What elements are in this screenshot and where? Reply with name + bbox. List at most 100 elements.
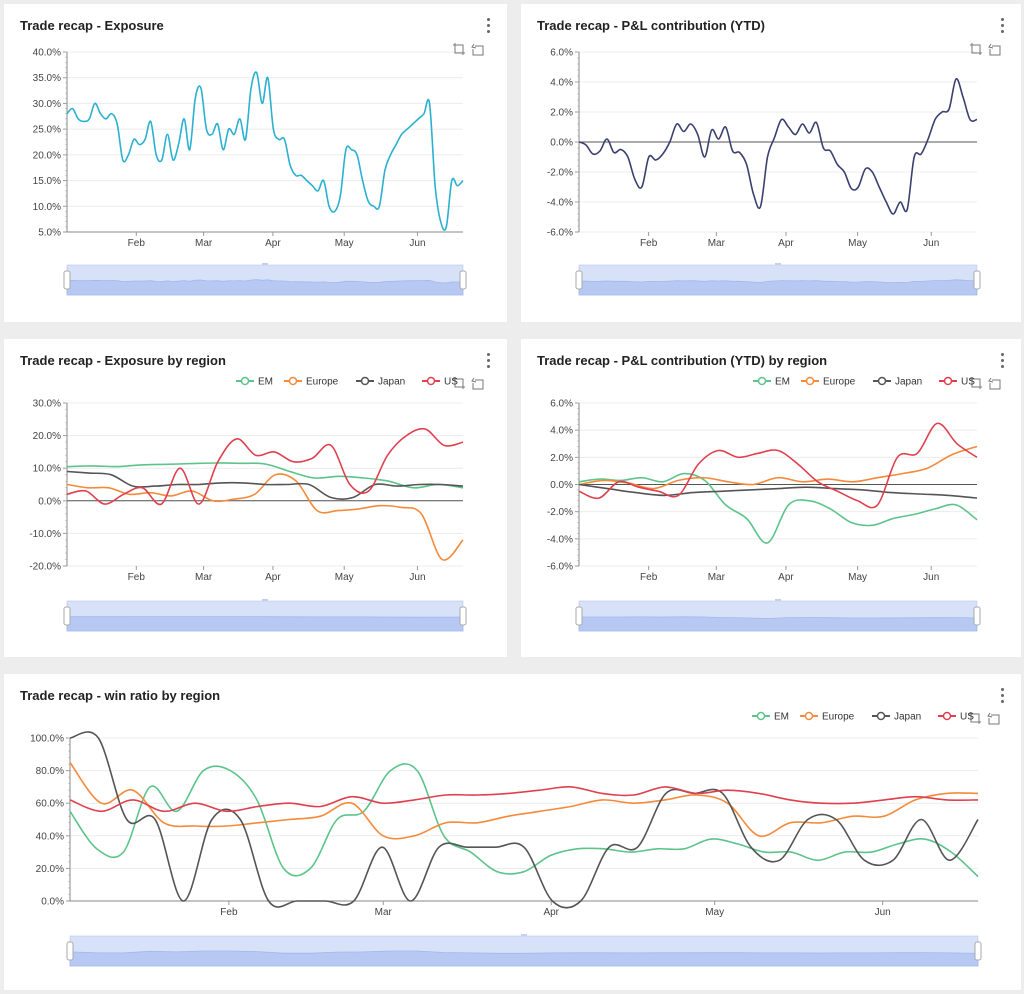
more-menu-icon[interactable] — [999, 688, 1005, 704]
card-pnl: Trade recap - P&L contribution (YTD) 6.0… — [521, 4, 1021, 322]
legend-item-japan[interactable]: Japan — [356, 377, 405, 388]
legend-item-europe[interactable]: Europe — [801, 377, 856, 388]
legend-item-em[interactable]: EM — [753, 377, 790, 388]
y-tick-label: 10.0% — [33, 202, 61, 213]
slider-move-handle[interactable] — [521, 934, 527, 936]
legend-item-us[interactable]: US — [422, 377, 458, 388]
restore-icon[interactable] — [987, 712, 1000, 725]
zoom-icon-shape — [970, 377, 982, 389]
series-line-japan — [69, 731, 979, 909]
series-line-japan — [578, 483, 978, 499]
zoom-icon[interactable] — [453, 43, 465, 55]
legend-item-us[interactable]: US — [938, 712, 974, 723]
series-line-em — [66, 462, 464, 489]
datazoom-slider[interactable] — [63, 263, 467, 296]
legend-marker — [942, 711, 952, 721]
y-tick-label: -2.0% — [547, 507, 573, 518]
legend-marker — [757, 376, 767, 386]
more-menu-icon[interactable] — [485, 353, 491, 369]
y-tick-label: 5.0% — [38, 228, 61, 239]
slider-handle-left[interactable] — [575, 606, 583, 626]
zoom-icon-shape — [969, 712, 981, 724]
legend-marker — [756, 711, 766, 721]
restore-icon[interactable] — [988, 377, 1001, 390]
slider-handle-right[interactable] — [973, 606, 981, 626]
legend-item-japan[interactable]: Japan — [873, 377, 922, 388]
x-tick-label: Mar — [195, 238, 213, 249]
legend-item-em[interactable]: EM — [236, 377, 273, 388]
legend-label: EM — [258, 377, 273, 388]
y-tick-label: 35.0% — [33, 73, 61, 84]
legend-item-europe[interactable]: Europe — [284, 377, 339, 388]
slider-handle-left[interactable] — [63, 606, 71, 626]
y-tick-label: 25.0% — [33, 125, 61, 136]
restore-icon[interactable] — [988, 43, 1001, 56]
series-line-em — [578, 472, 978, 544]
slider-handle-right[interactable] — [973, 270, 981, 290]
x-tick-label: May — [335, 572, 354, 583]
slider-handle-right[interactable] — [459, 606, 467, 626]
legend-marker — [804, 711, 814, 721]
card-pnl-region: Trade recap - P&L contribution (YTD) by … — [521, 339, 1021, 657]
x-tick-label: May — [335, 238, 354, 249]
slider-move-handle[interactable] — [262, 263, 268, 265]
legend-label: US — [961, 377, 975, 388]
series-line-us — [66, 427, 464, 506]
zoom-icon[interactable] — [453, 377, 465, 389]
restore-icon-shape — [987, 712, 1000, 725]
restore-icon[interactable] — [471, 43, 484, 56]
slider-handle-right[interactable] — [459, 270, 467, 290]
legend-marker — [288, 376, 298, 386]
legend-label: Europe — [306, 377, 339, 388]
datazoom-slider[interactable] — [575, 263, 981, 296]
y-tick-label: 0.0% — [550, 480, 573, 491]
legend-label: EM — [774, 712, 789, 723]
chart-pnl: 6.0% 4.0% 2.0% 0.0% -2.0% -4.0% -6.0% Feb Mar Apr… — [547, 43, 1001, 296]
x-tick-label: Feb — [128, 572, 146, 583]
restore-icon-shape — [988, 377, 1001, 390]
legend-marker — [426, 376, 436, 386]
slider-move-handle[interactable] — [775, 263, 781, 265]
series-line-em — [69, 763, 979, 878]
restore-icon-shape — [988, 43, 1001, 56]
slider-handle-left[interactable] — [66, 941, 74, 961]
datazoom-slider[interactable] — [63, 599, 467, 632]
slider-selection — [579, 265, 977, 295]
legend-marker — [876, 711, 886, 721]
restore-icon[interactable] — [471, 377, 484, 390]
x-tick-label: Jun — [923, 572, 939, 583]
x-tick-label: Jun — [875, 907, 891, 918]
chart-exposure: 40.0% 35.0% 30.0% 25.0% 20.0% 15.0% 10.0% 5.0% F… — [33, 43, 484, 296]
x-tick-label: Mar — [708, 238, 726, 249]
card-title: Trade recap - P&L contribution (YTD) by … — [537, 353, 828, 368]
x-tick-label: Mar — [195, 572, 213, 583]
legend-item-us[interactable]: US — [939, 377, 975, 388]
legend-item-europe[interactable]: Europe — [800, 712, 855, 723]
legend-label: Japan — [894, 712, 921, 723]
slider-handle-left[interactable] — [575, 270, 583, 290]
y-tick-label: -2.0% — [547, 168, 573, 179]
card-exposure-region: Trade recap - Exposure by region 30.0% 20… — [4, 339, 507, 657]
series-line-europe — [578, 445, 978, 490]
legend-label: US — [444, 377, 458, 388]
slider-move-handle[interactable] — [775, 599, 781, 601]
y-tick-label: 20.0% — [33, 150, 61, 161]
slider-handle-left[interactable] — [63, 270, 71, 290]
more-menu-icon[interactable] — [999, 18, 1005, 34]
zoom-icon[interactable] — [970, 377, 982, 389]
legend-item-em[interactable]: EM — [752, 712, 789, 723]
card-title: Trade recap - P&L contribution (YTD) — [537, 18, 766, 33]
slider-move-handle[interactable] — [262, 599, 268, 601]
datazoom-slider[interactable] — [575, 599, 981, 632]
legend-item-japan[interactable]: Japan — [872, 712, 921, 723]
slider-preview-area — [66, 279, 464, 296]
zoom-icon[interactable] — [970, 43, 982, 55]
series-line-europe — [69, 762, 979, 840]
more-menu-icon[interactable] — [485, 18, 491, 34]
y-tick-label: 80.0% — [36, 766, 64, 777]
more-menu-icon[interactable] — [999, 353, 1005, 369]
datazoom-slider[interactable] — [66, 934, 982, 967]
slider-handle-right[interactable] — [974, 941, 982, 961]
zoom-icon[interactable] — [969, 712, 981, 724]
legend-label: Japan — [378, 377, 405, 388]
